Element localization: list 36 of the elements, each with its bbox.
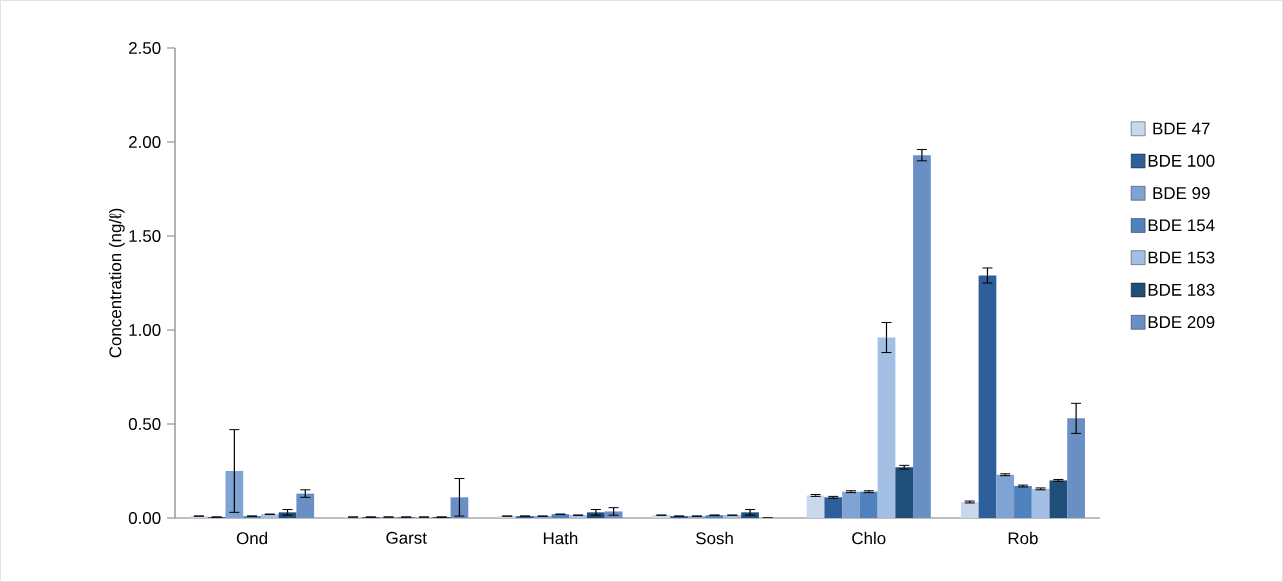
x-tick-label: Hath	[543, 531, 578, 545]
legend-label: BDE 209	[1148, 316, 1215, 329]
bar	[1014, 486, 1032, 518]
bar	[996, 474, 1015, 518]
y-tick-label: 2.50	[129, 42, 161, 54]
y-tick-label: 1.00	[129, 324, 161, 336]
bar	[978, 275, 997, 518]
bar	[960, 502, 979, 518]
legend-label: BDE 154	[1148, 219, 1215, 232]
x-tick-label: Rob	[1008, 531, 1038, 545]
bar	[859, 491, 878, 518]
y-tick-label: 2.00	[129, 136, 161, 148]
bar	[895, 467, 914, 518]
bar	[1049, 480, 1068, 518]
legend-label: BDE 183	[1148, 283, 1215, 296]
bar	[877, 337, 896, 518]
y-axis-title: Concentration (ng/ℓ)	[108, 208, 125, 358]
x-tick-label: Chlo	[852, 531, 886, 545]
y-tick-label: 0.50	[128, 418, 161, 430]
bar	[260, 514, 279, 518]
x-tick-label: Garst	[386, 531, 427, 544]
bar	[824, 497, 843, 518]
bar	[296, 493, 315, 518]
bar	[913, 155, 931, 518]
x-tick-label: Sosh	[696, 531, 733, 545]
legend-label: BDE 100	[1148, 154, 1215, 167]
bar	[1031, 488, 1050, 518]
legend-label: BDE 99	[1153, 187, 1210, 200]
legend-label: BDE 153	[1148, 251, 1215, 264]
y-tick-label: 1.50	[129, 230, 161, 242]
x-tick-label: Ond	[236, 531, 267, 545]
bar	[842, 491, 860, 518]
bar	[1067, 418, 1085, 518]
bar	[806, 495, 825, 518]
y-tick-label: 0.00	[128, 512, 161, 524]
legend-label: BDE 47	[1153, 122, 1210, 135]
